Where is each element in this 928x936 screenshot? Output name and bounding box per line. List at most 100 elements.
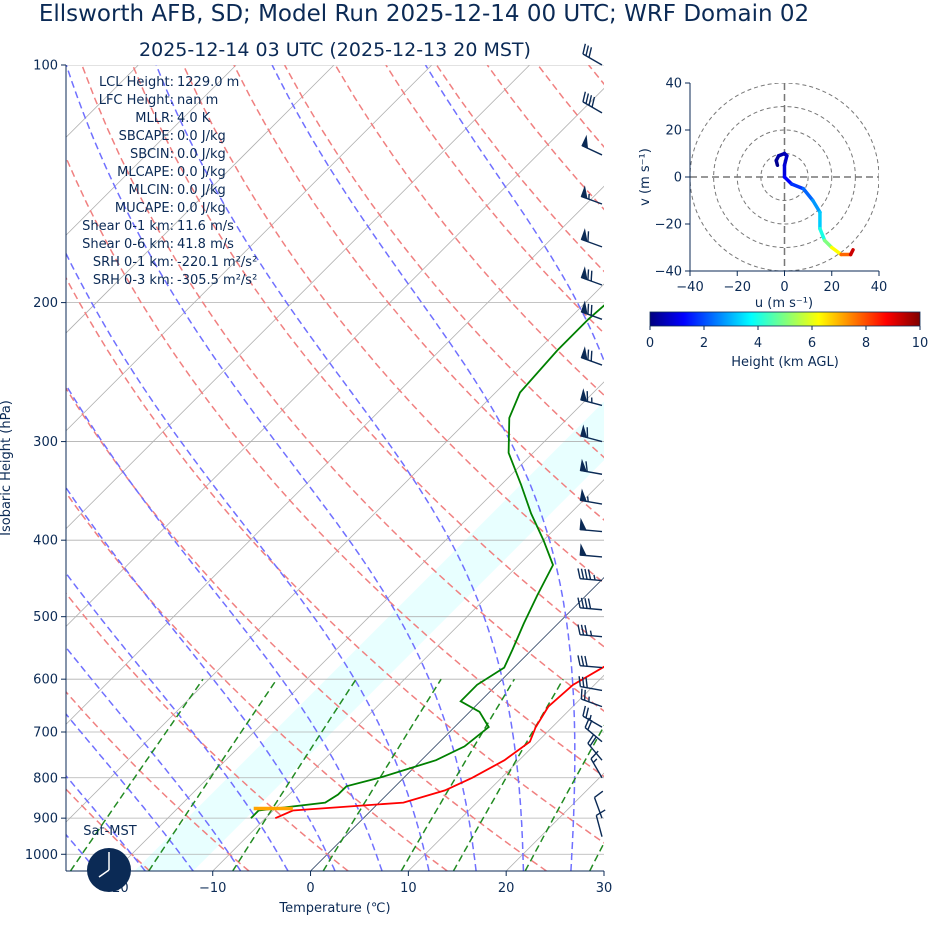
wind-barb: [580, 228, 603, 248]
wind-barb: [579, 488, 603, 505]
parameter-value: 0.0 J/kg: [177, 165, 226, 180]
hodograph-x-tick-label: −20: [724, 280, 751, 295]
isotherm-line: [66, 65, 433, 432]
barb-flag: [584, 655, 588, 667]
pressure-tick-label: 100: [33, 59, 58, 74]
barb-staff: [582, 101, 603, 114]
barb-flag: [587, 231, 590, 242]
barb-staff: [584, 726, 603, 743]
hodograph-segment: [811, 198, 822, 214]
barb-staff: [593, 797, 603, 819]
pressure-tick-label: 900: [33, 812, 58, 827]
skew-t-background: [66, 65, 928, 871]
dry-adiabat: [66, 592, 349, 871]
wind-barb: [582, 705, 603, 728]
barb-flag: [582, 91, 587, 103]
dry-adiabat: [435, 65, 604, 273]
barb-staff: [580, 664, 603, 669]
moist-adiabat: [66, 774, 146, 871]
barb-flag: [584, 568, 588, 580]
barb-half-flag: [593, 574, 596, 581]
wind-barb: [580, 424, 603, 443]
wind-barb: [580, 300, 603, 320]
dry-adiabat: [639, 65, 928, 871]
wind-barb: [577, 597, 603, 611]
moist-adiabat: [66, 833, 98, 871]
mixing-ratio-line: [148, 678, 278, 871]
hodograph-segment: [789, 182, 806, 191]
hodograph-y-tick-label: 20: [665, 124, 682, 139]
parameter-value: -220.1 m²/s²: [177, 255, 257, 270]
barb-flag: [577, 568, 581, 579]
barb-flag: [577, 597, 581, 608]
hodograph-segment: [830, 245, 843, 257]
dry-adiabat: [66, 491, 448, 871]
wind-barb: [580, 388, 603, 407]
barb-flag: [582, 43, 587, 55]
moist-adiabat: [66, 712, 194, 871]
barb-flag: [585, 461, 588, 472]
moist-adiabat: [715, 65, 847, 871]
parameter-value: 1229.0 m: [177, 75, 239, 90]
pressure-tick-label: 200: [33, 296, 58, 311]
temperature-tick-label: 0: [306, 881, 314, 896]
zero-isotherm: [310, 577, 604, 871]
pressure-tick-label: 300: [33, 435, 58, 450]
barb-flag: [577, 624, 581, 635]
moist-adiabat: [66, 646, 242, 871]
isotherm-line: [800, 65, 928, 871]
dewpoint-profile: [250, 304, 604, 819]
parameter-value: -305.5 m²/s²: [177, 273, 257, 288]
barb-flag: [584, 598, 588, 609]
wind-barb: [578, 676, 603, 692]
parameter-value: 0.0 J/kg: [177, 201, 226, 216]
parameter-label: Shear 0-1 km:: [82, 219, 174, 234]
moist-adiabat: [271, 65, 576, 871]
isotherm-line: [114, 381, 604, 871]
parameter-label: SBCAPE:: [119, 129, 174, 144]
dry-adiabat: [182, 65, 604, 584]
parameter-label: LFC Height:: [99, 93, 174, 108]
barb-staff: [582, 53, 603, 66]
parameter-value: 41.8 m/s: [177, 237, 234, 252]
barb-flag: [587, 349, 590, 361]
barb-flag: [587, 734, 595, 744]
barb-flag: [583, 689, 586, 701]
barb-flag: [595, 809, 606, 817]
hodograph-x-tick-label: 0: [780, 280, 788, 295]
mixing-ratio-line: [589, 841, 604, 871]
barb-flag: [588, 95, 593, 106]
barb-staff: [581, 698, 603, 708]
barb-flag: [590, 750, 599, 760]
dgz-shading: [134, 401, 604, 871]
barb-flag: [587, 598, 592, 609]
hodograph-y-tick-label: 40: [665, 77, 682, 92]
isotherm-line: [66, 283, 604, 823]
moist-adiabat: [66, 65, 477, 871]
pressure-tick-label: 600: [33, 673, 58, 688]
barb-flag: [585, 45, 590, 56]
barb-flag: [590, 350, 593, 362]
barb-half-flag: [592, 758, 598, 764]
parameter-value: 11.6 m/s: [177, 219, 234, 234]
wind-barb: [577, 624, 603, 638]
barb-half-flag: [589, 630, 593, 636]
wind-barb: [590, 750, 603, 779]
main-title: Ellsworth AFB, SD; Model Run 2025-12-14 …: [39, 1, 809, 27]
moist-adiabat: [66, 486, 336, 871]
barb-flag: [581, 676, 585, 688]
barb-flag: [587, 569, 592, 580]
clock-label: Sat-MST: [83, 824, 136, 839]
isotherm-line: [66, 65, 530, 530]
pressure-ticks: 100 200 300 400 500 600 700 800 900 1000: [25, 59, 66, 863]
wind-barb: [577, 655, 603, 669]
hodograph-segment: [801, 187, 815, 203]
skew-t-axes: [65, 65, 604, 872]
hodograph-segment: [848, 248, 855, 257]
barb-flag: [580, 597, 585, 609]
temperature-tick-label: 10: [400, 881, 417, 896]
dry-adiabat: [334, 65, 604, 397]
barb-flag: [580, 655, 585, 667]
dry-adiabat: [283, 65, 604, 459]
